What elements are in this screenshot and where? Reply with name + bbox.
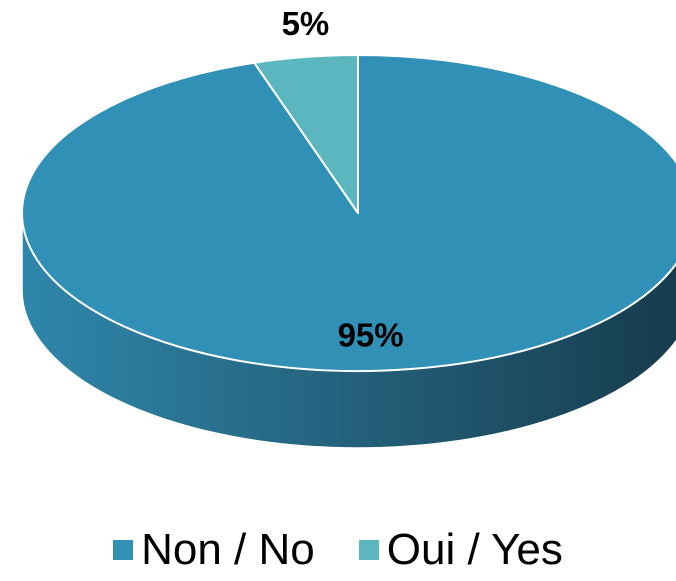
pie-labels: 95% 5% bbox=[282, 5, 404, 354]
legend-label-oui-yes: Oui / Yes bbox=[386, 525, 563, 574]
legend-item-non-no: Non / No bbox=[113, 528, 315, 572]
pie-tops bbox=[20, 54, 676, 372]
data-label-oui-yes: 5% bbox=[282, 5, 330, 42]
data-label-non-no: 95% bbox=[338, 317, 404, 354]
legend-item-oui-yes: Oui / Yes bbox=[358, 525, 563, 574]
pie-slice-oui-yes bbox=[253, 54, 359, 214]
legend-swatch-oui-yes bbox=[358, 540, 379, 560]
legend: Non / No Oui / Yes bbox=[0, 520, 676, 580]
legend-swatch-non-no bbox=[113, 540, 134, 560]
legend-label-non-no: Non / No bbox=[141, 525, 315, 574]
pie-slice-non-no bbox=[20, 54, 676, 372]
